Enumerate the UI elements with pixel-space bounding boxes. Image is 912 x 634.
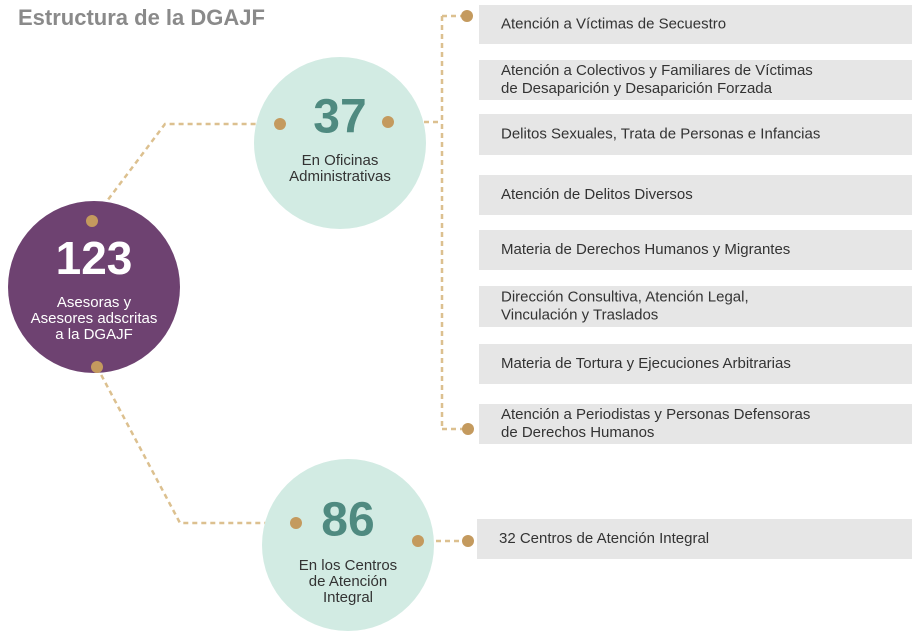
dot xyxy=(290,517,302,529)
item-text: Atención de Delitos Diversos xyxy=(501,186,693,203)
item-text: Delitos Sexuales, Trata de Personas e In… xyxy=(501,125,820,142)
item-text: Materia de Derechos Humanos y Migrantes xyxy=(501,241,790,258)
dot xyxy=(274,118,286,130)
item-box xyxy=(479,344,912,384)
item-text: Materia de Tortura y Ejecuciones Arbitra… xyxy=(501,355,791,372)
item-box xyxy=(479,5,912,44)
branch-circle xyxy=(254,57,426,229)
dot xyxy=(412,535,424,547)
item-text: Dirección Consultiva, Atención Legal, xyxy=(501,288,749,305)
dot xyxy=(91,361,103,373)
dot xyxy=(462,423,474,435)
item-box xyxy=(479,114,912,155)
dots xyxy=(86,10,474,547)
branch-label: En Oficinas xyxy=(302,152,379,169)
root-number: 123 xyxy=(56,232,133,284)
dot xyxy=(382,116,394,128)
item-box xyxy=(479,286,912,327)
branch-number: 86 xyxy=(321,494,374,547)
branch-label: Integral xyxy=(323,589,373,606)
dot xyxy=(461,10,473,22)
branch-number: 37 xyxy=(313,91,366,144)
item-box xyxy=(479,60,912,100)
branch-label: En los Centros xyxy=(299,557,397,574)
item-text: Vinculación y Traslados xyxy=(501,306,658,323)
item-text: de Derechos Humanos xyxy=(501,424,654,441)
dot xyxy=(86,215,98,227)
root-label: a la DGAJF xyxy=(55,326,133,343)
branch-label: de Atención xyxy=(309,573,387,590)
item-box xyxy=(477,519,912,559)
item-text: Atención a Colectivos y Familiares de Ví… xyxy=(501,62,813,79)
item-box xyxy=(479,230,912,270)
root-label: Asesoras y xyxy=(57,294,132,311)
title: Estructura de la DGAJF xyxy=(18,5,265,30)
dot xyxy=(462,535,474,547)
branch-label: Administrativas xyxy=(289,168,391,185)
root-circle xyxy=(8,201,180,373)
item-text: de Desaparición y Desaparición Forzada xyxy=(501,80,773,97)
root-label: Asesores adscritas xyxy=(31,310,158,327)
item-box xyxy=(479,404,912,444)
connector xyxy=(95,366,296,525)
item-box xyxy=(479,175,912,215)
item-text: 32 Centros de Atención Integral xyxy=(499,530,709,547)
branch-circle xyxy=(262,459,434,631)
item-text: Atención a Periodistas y Personas Defens… xyxy=(501,406,810,423)
item-text: Atención a Víctimas de Secuestro xyxy=(501,15,726,32)
connector xyxy=(91,122,280,222)
